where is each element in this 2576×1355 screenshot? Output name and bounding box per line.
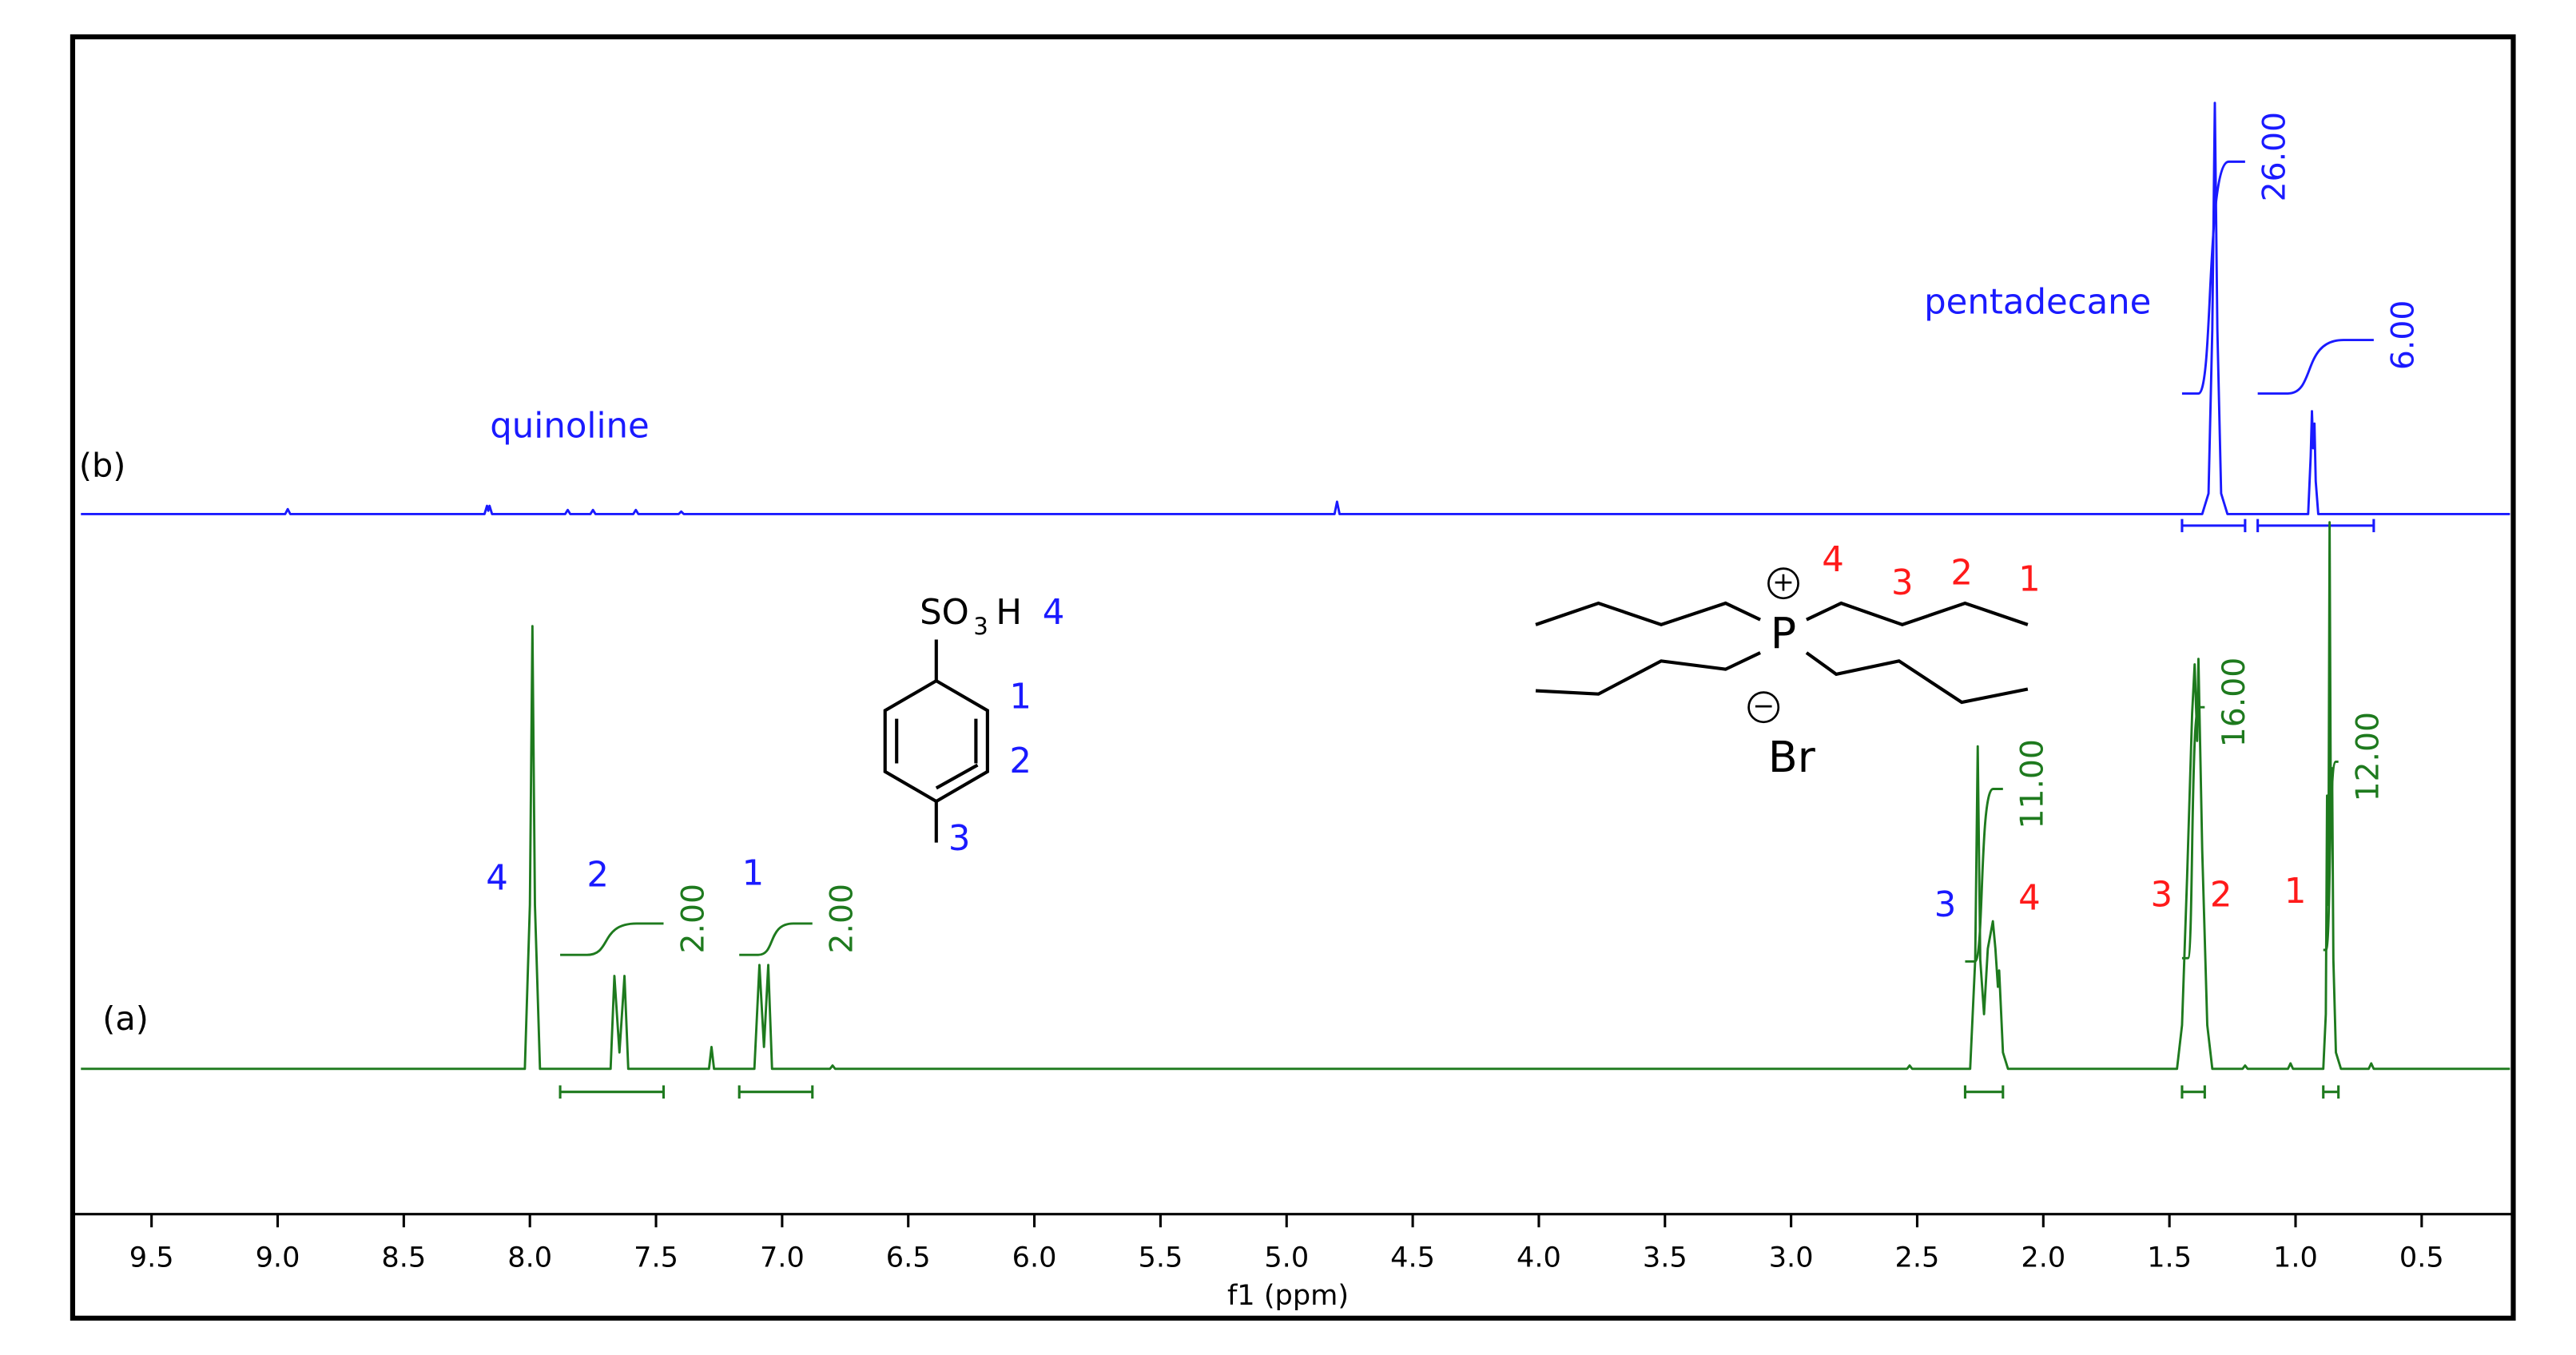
annotation: 4	[1822, 540, 1844, 580]
integral-label: 2.00	[825, 884, 861, 953]
integral-label: 16.00	[2216, 658, 2252, 747]
annotation: 3	[973, 613, 988, 640]
x-tick-label: 0.5	[2399, 1241, 2444, 1274]
annotation: 2	[2210, 875, 2232, 915]
x-tick-label: 3.5	[1643, 1241, 1688, 1274]
x-tick-label: 7.5	[634, 1241, 678, 1274]
annotation: 4	[2018, 879, 2041, 919]
x-tick-label: 1.5	[2147, 1241, 2192, 1274]
integral-bracket	[2256, 519, 2375, 533]
integral-label: 26.00	[2257, 112, 2293, 201]
integral-curve	[2181, 160, 2245, 395]
tosic-acid-structure	[883, 639, 989, 843]
annotation: pentadecane	[1924, 282, 2151, 322]
integral-label: 12.00	[2350, 712, 2386, 801]
x-tick-label: 3.0	[1769, 1241, 1814, 1274]
integral-curve	[739, 922, 813, 956]
annotation: 4	[1043, 593, 1065, 633]
integral-curve	[560, 922, 664, 956]
spectrum-line	[81, 101, 2510, 515]
butyl-chain	[1535, 601, 1761, 627]
series-label: (a)	[102, 999, 149, 1038]
annotation: 3	[948, 819, 971, 859]
integral-bracket	[1963, 1085, 2005, 1099]
annotation: 2	[586, 856, 609, 896]
x-tick-label: 6.5	[886, 1241, 931, 1274]
series-label: (b)	[79, 447, 125, 485]
butyl-chain	[1806, 601, 2029, 627]
charge-circle	[1767, 567, 1799, 600]
spectrum-line	[81, 521, 2510, 1071]
annotation: +	[1772, 566, 1795, 598]
annotation: H	[996, 593, 1022, 633]
x-tick-label: 1.0	[2273, 1241, 2318, 1274]
annotation: 1	[742, 854, 765, 894]
annotation: SO	[920, 593, 969, 633]
annotation: 3	[1891, 563, 1914, 603]
annotation: 1	[2018, 560, 2041, 600]
integral-label: 6.00	[2386, 300, 2422, 370]
annotation: quinoline	[490, 406, 649, 446]
integral-bracket	[559, 1085, 666, 1099]
x-tick-label: 9.0	[256, 1241, 300, 1274]
x-axis-label: f1 (ppm)	[1227, 1279, 1349, 1312]
x-tick-label: 6.0	[1012, 1241, 1057, 1274]
integral-bracket	[2180, 1085, 2206, 1099]
annotation: 3	[2150, 875, 2173, 915]
x-tick-label: 7.0	[760, 1241, 805, 1274]
x-tick-label: 4.0	[1517, 1241, 1561, 1274]
integral-label: 11.00	[2015, 739, 2051, 828]
x-tick-label: 8.0	[507, 1241, 552, 1274]
integral-curve	[1965, 788, 2003, 963]
annotation: P	[1771, 608, 1796, 658]
double-bond	[935, 763, 979, 790]
annotation: Br	[1768, 732, 1816, 782]
annotation: 2	[1950, 553, 1973, 593]
integral-label: 2.00	[675, 884, 711, 953]
butyl-chain	[1535, 651, 1761, 696]
integral-curve	[2323, 760, 2339, 952]
x-tick-label: 2.5	[1895, 1241, 1940, 1274]
integral-bracket	[2180, 519, 2247, 533]
annotation: 4	[486, 859, 508, 899]
x-tick-label: 9.5	[129, 1241, 174, 1274]
x-tick-label: 5.5	[1138, 1241, 1183, 1274]
integral-curve	[2257, 339, 2374, 395]
integral-bracket	[2322, 1085, 2340, 1099]
annotation: 3	[1934, 885, 1957, 925]
x-tick-label: 5.0	[1264, 1241, 1309, 1274]
annotation: −	[1752, 690, 1775, 721]
charge-circle	[1747, 691, 1780, 724]
x-tick-label: 4.5	[1390, 1241, 1435, 1274]
annotation: 1	[1009, 677, 1032, 717]
integral-curve	[2181, 705, 2205, 960]
annotation: 1	[2284, 872, 2307, 912]
x-tick-label: 2.0	[2021, 1241, 2065, 1274]
phosphonium-structure	[1535, 567, 2029, 724]
frame	[70, 34, 2516, 1321]
annotation: 2	[1009, 741, 1032, 781]
integral-bracket	[737, 1085, 814, 1099]
butyl-chain	[1805, 651, 2029, 705]
x-tick-label: 8.5	[381, 1241, 426, 1274]
